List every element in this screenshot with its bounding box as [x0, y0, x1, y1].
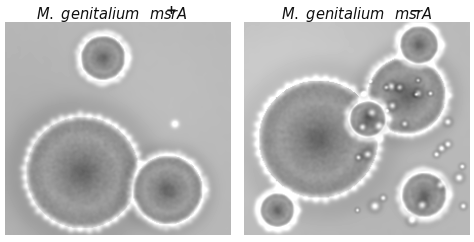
Text: $\mathbf{-}$: $\mathbf{-}$: [409, 4, 420, 17]
Text: $\mathbf{+}$: $\mathbf{+}$: [165, 4, 177, 17]
Text: $\mathit{M.\ genitalium}$  $\mathit{msrA}$: $\mathit{M.\ genitalium}$ $\mathit{msrA}…: [36, 5, 188, 24]
Text: $\mathit{M.\ genitalium}$  $\mathit{msrA}$: $\mathit{M.\ genitalium}$ $\mathit{msrA}…: [281, 5, 432, 24]
